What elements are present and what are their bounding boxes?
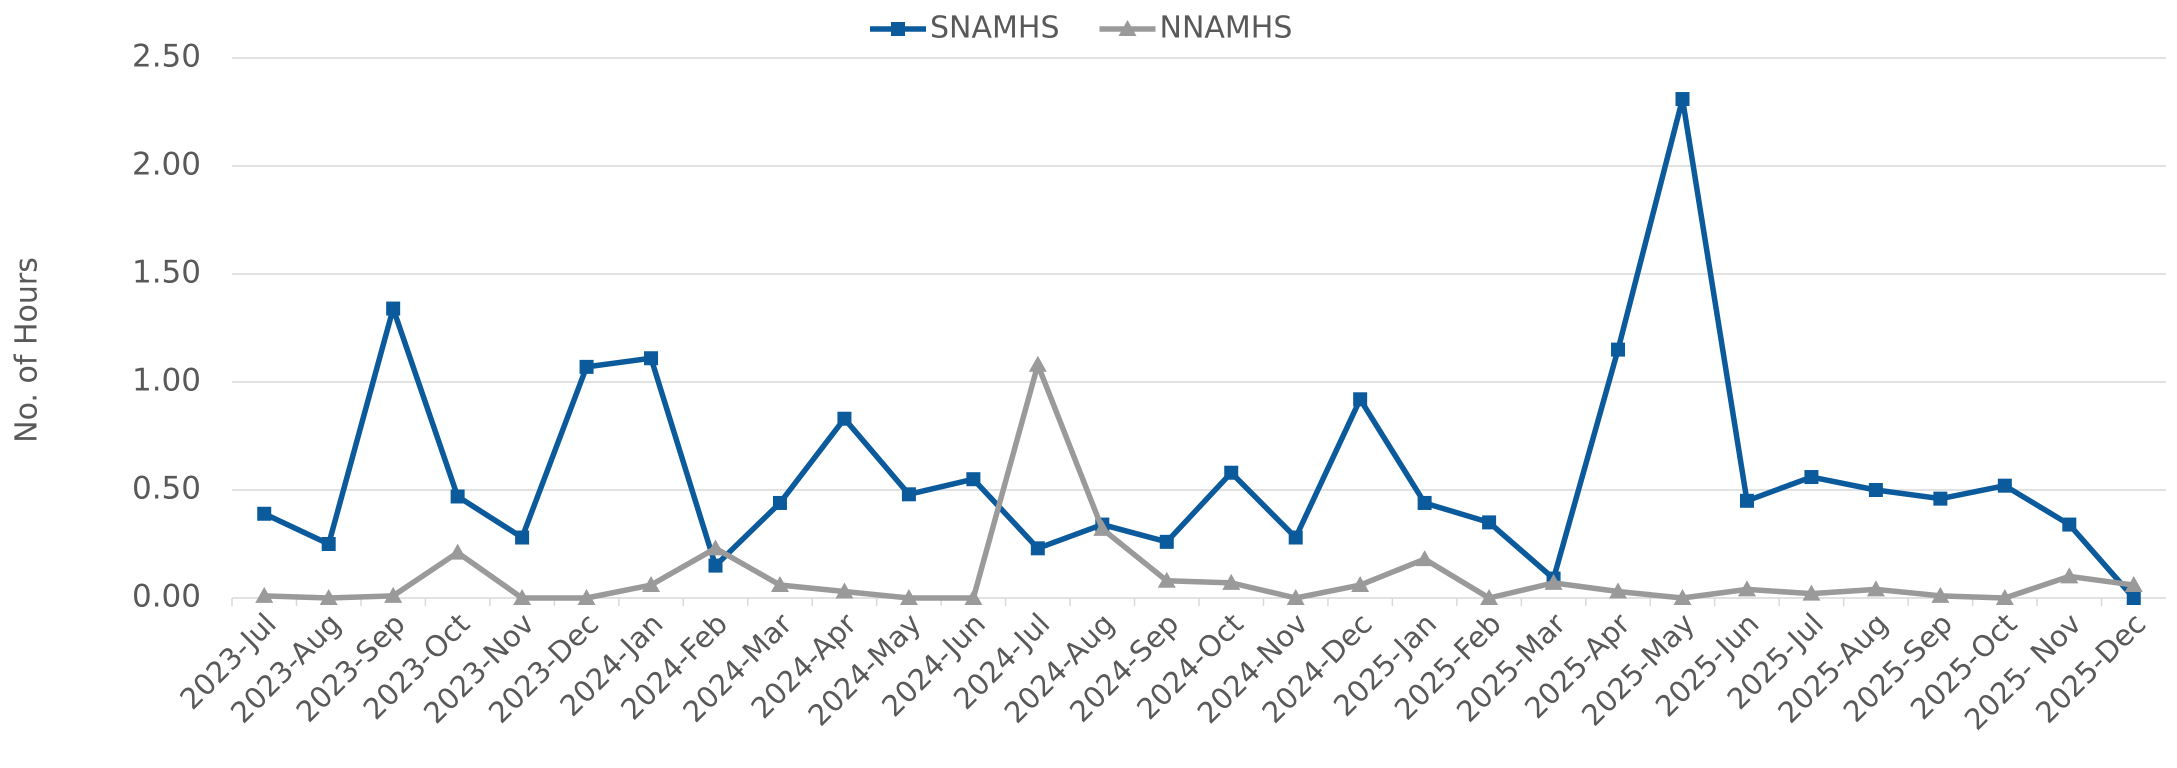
y-tick-label: 2.00 bbox=[132, 147, 201, 183]
data-point bbox=[513, 589, 532, 605]
data-point bbox=[706, 539, 725, 556]
data-point bbox=[1544, 573, 1563, 590]
data-point bbox=[384, 586, 403, 603]
data-point bbox=[837, 411, 852, 426]
data-point bbox=[1804, 470, 1819, 485]
data-point bbox=[515, 530, 530, 545]
legend-marker bbox=[1118, 20, 1137, 36]
data-point bbox=[1224, 465, 1239, 480]
data-point bbox=[255, 586, 274, 603]
data-point bbox=[1482, 515, 1497, 530]
data-point bbox=[2126, 591, 2141, 605]
data-point bbox=[1739, 493, 1754, 508]
data-point bbox=[321, 537, 336, 551]
y-tick-label: 2.50 bbox=[132, 39, 201, 75]
data-point bbox=[1093, 519, 1112, 536]
data-point bbox=[1931, 586, 1950, 603]
data-point bbox=[1157, 571, 1176, 588]
data-point bbox=[1353, 392, 1368, 407]
data-point bbox=[319, 589, 338, 605]
data-point bbox=[1415, 550, 1434, 567]
data-point bbox=[1028, 355, 1047, 372]
y-tick-label: 1.00 bbox=[132, 363, 201, 399]
data-point bbox=[1480, 589, 1499, 605]
data-point bbox=[1868, 483, 1883, 497]
data-point bbox=[1737, 580, 1756, 597]
data-point bbox=[2062, 517, 2077, 532]
data-point bbox=[579, 359, 594, 374]
data-point bbox=[1995, 589, 2014, 605]
data-point bbox=[644, 351, 659, 366]
data-point bbox=[1351, 576, 1370, 593]
y-tick-label: 1.50 bbox=[132, 255, 201, 291]
data-point bbox=[1159, 534, 1174, 549]
series-line bbox=[263, 96, 2136, 600]
legend-marker bbox=[891, 22, 905, 36]
y-tick-label: 0.00 bbox=[132, 579, 201, 615]
data-point bbox=[1997, 478, 2012, 493]
data-point bbox=[1030, 541, 1045, 556]
data-point bbox=[1802, 584, 1821, 601]
data-point bbox=[1675, 92, 1690, 107]
data-point bbox=[577, 589, 596, 605]
data-point bbox=[2124, 576, 2143, 593]
data-point bbox=[1866, 580, 1885, 597]
legend-label: SNAMHS bbox=[930, 11, 1060, 46]
data-point bbox=[835, 582, 854, 599]
data-point bbox=[2060, 567, 2079, 584]
data-point bbox=[1222, 573, 1241, 590]
data-point bbox=[708, 558, 723, 573]
data-point bbox=[448, 543, 467, 560]
data-point bbox=[1286, 589, 1305, 605]
data-point bbox=[1609, 582, 1628, 599]
series-line bbox=[264, 361, 2135, 601]
data-point bbox=[966, 472, 981, 487]
data-point bbox=[1417, 495, 1432, 510]
data-point bbox=[770, 576, 789, 593]
data-point bbox=[1673, 589, 1692, 605]
legend-label: NNAMHS bbox=[1160, 11, 1293, 46]
data-point bbox=[642, 576, 661, 593]
data-point bbox=[257, 506, 272, 521]
data-point bbox=[901, 487, 916, 502]
data-point bbox=[1933, 491, 1948, 506]
data-point bbox=[450, 489, 465, 504]
data-point bbox=[1288, 530, 1303, 545]
y-axis-title: No. of Hours bbox=[10, 257, 45, 443]
data-point bbox=[1611, 342, 1626, 357]
data-point bbox=[772, 495, 787, 510]
data-point bbox=[899, 589, 918, 605]
y-tick-label: 0.50 bbox=[132, 471, 201, 507]
data-point bbox=[964, 589, 983, 605]
data-point bbox=[386, 301, 401, 316]
